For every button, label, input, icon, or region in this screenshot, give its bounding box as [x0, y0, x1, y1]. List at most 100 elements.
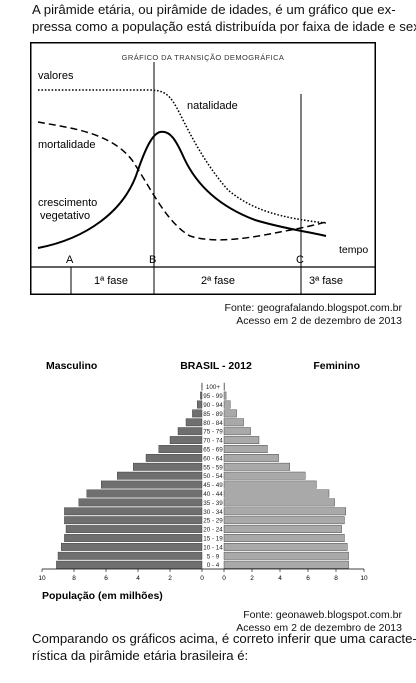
tick-left-4: 4 — [136, 575, 140, 582]
tick-right-2: 2 — [250, 575, 254, 582]
phase-2: 2ª fase — [201, 275, 235, 287]
age-label-90-94: 90 - 94 — [203, 402, 223, 409]
male-bar-30-34 — [64, 507, 203, 516]
age-label-60-64: 60 - 64 — [203, 455, 223, 462]
age-label-45-49: 45 - 49 — [203, 482, 223, 489]
female-bar-95-99 — [223, 391, 227, 400]
male-bar-80-84 — [185, 418, 203, 427]
age-label-70-74: 70 - 74 — [203, 438, 223, 445]
female-bar-70-74 — [223, 436, 260, 445]
age-label-25-29: 25 - 29 — [203, 518, 223, 525]
chart-frame — [30, 42, 376, 295]
age-label-40-44: 40 - 44 — [203, 491, 223, 498]
age-label-95-99: 95 - 99 — [203, 393, 223, 400]
outro-text: Comparando os gráficos acima, é correto … — [32, 631, 416, 664]
male-bar-35-39 — [78, 498, 203, 507]
female-bar-50-54 — [223, 471, 306, 480]
label-growth-1: crescimento — [38, 197, 97, 209]
female-bar-75-79 — [223, 427, 251, 436]
marker-a: A — [66, 254, 74, 266]
birth-rate-curve — [38, 89, 327, 224]
phase-1: 1ª fase — [94, 275, 128, 287]
female-bar-25-29 — [223, 516, 345, 525]
age-pyramid: Masculino BRASIL - 2012 Feminino 100+ 95 … — [38, 354, 368, 604]
tick-left-10: 10 — [38, 575, 46, 582]
female-bar-15-19 — [223, 534, 345, 542]
pyramid-right-label: Feminino — [313, 360, 360, 372]
male-bar-100plus — [201, 382, 203, 391]
female-bar-45-49 — [223, 480, 317, 489]
age-pyramid-svg: Masculino BRASIL - 2012 Feminino 100+ 95 … — [38, 360, 368, 602]
female-bar-5-9 — [223, 551, 349, 560]
female-bar-30-34 — [223, 507, 347, 516]
female-bar-90-94 — [223, 400, 231, 409]
male-bar-15-19 — [64, 534, 203, 542]
female-bar-100plus — [223, 382, 225, 391]
female-bar-60-64 — [223, 453, 279, 462]
vegetative-growth-curve — [37, 130, 327, 249]
age-label-50-54: 50 - 54 — [203, 473, 223, 480]
age-label-80-84: 80 - 84 — [203, 420, 223, 427]
outro-line-2: rística da pirâmide etária brasileira é: — [32, 647, 249, 663]
pyramid-title: BRASIL - 2012 — [180, 360, 252, 372]
marker-c: C — [296, 254, 304, 266]
phase-3: 3ª fase — [309, 275, 343, 287]
label-death: mortalidade — [38, 139, 95, 151]
marker-b: B — [149, 254, 156, 266]
tick-left-0: 0 — [200, 575, 204, 582]
label-time: tempo — [339, 244, 368, 256]
tick-left-2: 2 — [168, 575, 172, 582]
pyramid-left-label: Masculino — [46, 360, 97, 372]
male-bar-95-99 — [200, 391, 203, 400]
intro-line-1: A pirâmide etária, ou pirâmide de idades… — [32, 2, 396, 17]
intro-text: A pirâmide etária, ou pirâmide de idades… — [32, 2, 416, 35]
death-rate-curve — [37, 121, 327, 241]
source-1: Fonte: geografalando.blogspot.com.br Ace… — [225, 302, 402, 327]
male-bar-55-59 — [132, 462, 203, 471]
age-label-30-34: 30 - 34 — [203, 509, 223, 516]
male-bar-50-54 — [116, 471, 203, 480]
tick-left-8: 8 — [72, 575, 76, 582]
male-bar-40-44 — [86, 489, 203, 498]
female-bar-55-59 — [223, 462, 291, 471]
label-birth: natalidade — [187, 100, 238, 112]
female-bar-0-4 — [223, 560, 349, 569]
label-growth-2: vegetativo — [40, 210, 90, 222]
male-bar-10-14 — [61, 542, 203, 551]
source-2-line-2: Acesso em 2 de dezembro de 2013 — [236, 621, 402, 634]
intro-line-2: pressa como a população está distribuída… — [32, 18, 416, 34]
transition-title: GRÁFICO DA TRANSIÇÃO DEMOGRÁFICA — [122, 53, 285, 62]
tick-right-10: 10 — [360, 575, 368, 582]
female-bar-65-69 — [223, 445, 268, 453]
transition-chart: GRÁFICO DA TRANSIÇÃO DEMOGRÁFICA valores… — [30, 42, 376, 295]
male-bar-45-49 — [101, 480, 203, 489]
female-bar-85-89 — [223, 409, 237, 418]
age-label-65-69: 65 - 69 — [203, 447, 223, 454]
age-label-10-14: 10 - 14 — [203, 544, 223, 551]
female-bar-35-39 — [223, 498, 335, 507]
female-bar-80-84 — [223, 418, 244, 427]
male-bar-65-69 — [158, 445, 203, 453]
age-label-85-89: 85 - 89 — [203, 411, 223, 418]
pyramid-x-label: População (em milhões) — [42, 590, 163, 602]
male-bar-25-29 — [64, 516, 203, 525]
tick-right-8: 8 — [334, 575, 338, 582]
age-label-75-79: 75 - 79 — [203, 429, 223, 436]
female-bar-40-44 — [223, 489, 330, 498]
source-1-line-1: Fonte: geografalando.blogspot.com.br — [224, 302, 402, 314]
label-values: valores — [38, 70, 74, 82]
tick-right-0: 0 — [222, 575, 226, 582]
male-bar-70-74 — [169, 436, 203, 445]
female-bar-10-14 — [223, 542, 348, 551]
age-label-20-24: 20 - 24 — [203, 527, 223, 534]
age-label-100plus: 100+ — [206, 384, 221, 391]
male-bar-90-94 — [196, 400, 203, 409]
male-bar-75-79 — [177, 427, 203, 436]
tick-right-4: 4 — [278, 575, 282, 582]
male-bar-0-4 — [56, 560, 203, 569]
age-label-35-39: 35 - 39 — [203, 500, 223, 507]
male-bar-85-89 — [192, 409, 203, 418]
female-bar-20-24 — [223, 525, 342, 533]
source-1-line-2: Acesso em 2 de dezembro de 2013 — [236, 314, 402, 327]
male-bar-60-64 — [145, 453, 203, 462]
